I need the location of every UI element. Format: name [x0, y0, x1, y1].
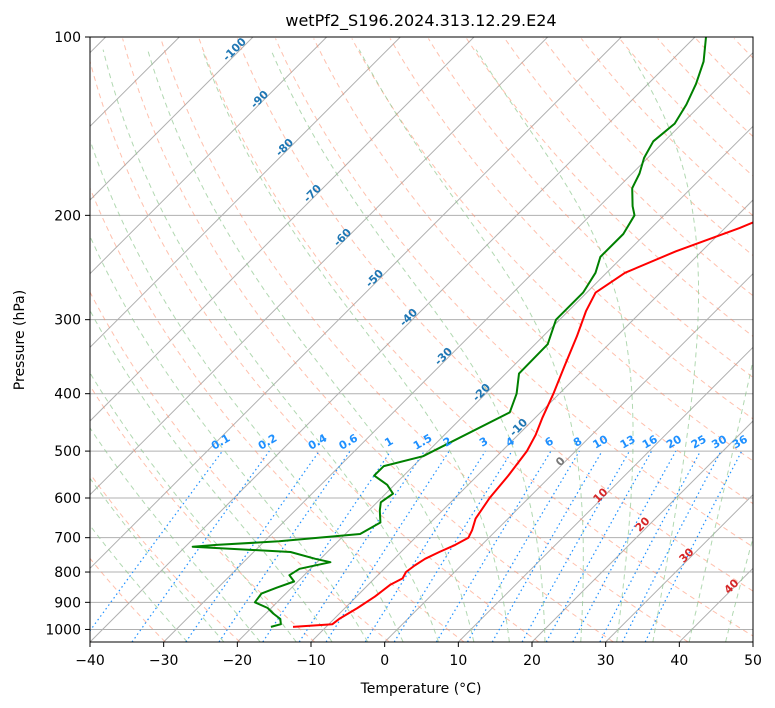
mixing-ratio-line	[185, 450, 320, 642]
moist-adiabat-line	[201, 49, 510, 642]
isotherm-line	[531, 420, 753, 642]
mixing-ratio-line	[466, 450, 580, 642]
isotherm-line	[457, 346, 753, 642]
x-tick-label: 0	[380, 653, 389, 669]
plot-background	[90, 37, 753, 642]
y-tick-label: 700	[54, 531, 81, 547]
x-tick-label: −20	[223, 653, 253, 669]
moist-adiabat-line	[90, 371, 297, 642]
plot-area	[90, 37, 775, 642]
chart-title: wetPf2_S196.2024.313.12.29.E24	[285, 11, 556, 31]
isotherm-line	[90, 37, 622, 570]
plot-frame	[89, 36, 754, 643]
y-tick-label: 100	[54, 30, 81, 46]
dry-adiabat-line	[90, 384, 316, 642]
isotherm-line	[90, 37, 254, 201]
moist-adiabat-line	[90, 138, 404, 642]
temperature-profile-line	[292, 221, 753, 628]
x-tick-label: 40	[670, 653, 688, 669]
dry-adiabat-line	[580, 38, 753, 217]
dry-adiabat-line	[90, 291, 390, 642]
dry-adiabat-line	[466, 38, 753, 338]
isotherm-line	[752, 641, 753, 642]
dry-adiabat-line	[90, 472, 241, 642]
y-tick-label: 400	[54, 387, 81, 403]
x-tick-label: 10	[449, 653, 467, 669]
dry-adiabat-line	[122, 38, 614, 642]
isotherm-line	[605, 493, 753, 642]
mixing-ratio-line	[572, 450, 677, 642]
isotherm-line	[90, 37, 328, 275]
mixing-ratio-line	[364, 450, 486, 642]
x-tick-label: 30	[597, 653, 615, 669]
y-axis-label: Pressure (hPa)	[12, 290, 28, 390]
x-axis-label: Temperature (°C)	[360, 681, 482, 697]
moist-adiabat-line	[688, 358, 753, 642]
isotherm-line	[90, 37, 401, 349]
isotherm-line	[90, 37, 549, 496]
mixing-ratio-line	[298, 450, 425, 642]
axes: −40 −30 −20 −10 0 10 20 30 40 50 100 200 300 400 500 60…	[45, 30, 762, 669]
mixing-ratio-line	[393, 450, 513, 642]
isotherm-line	[310, 199, 753, 642]
dry-adiabat-line	[160, 38, 689, 642]
dry-adiabat-line	[504, 38, 753, 297]
y-tick-label: 300	[54, 313, 81, 329]
isotherm-line	[236, 125, 753, 642]
isotherm-line	[90, 37, 696, 642]
mixing-ratio-line	[435, 450, 552, 642]
moist-adiabat-line	[90, 235, 369, 642]
y-tick-label: 500	[54, 444, 81, 460]
dry-adiabat-line	[313, 38, 753, 505]
dry-adiabat-line	[619, 38, 753, 177]
moist-adiabat-line	[475, 49, 634, 642]
y-tick-label: 200	[54, 208, 81, 224]
y-tick-label: 600	[54, 491, 81, 507]
moist-adiabat-line	[358, 49, 584, 642]
isotherm-line	[384, 272, 753, 642]
moist-adiabat-line	[270, 49, 546, 642]
dewpoint-profile-line	[191, 37, 707, 628]
moist-adiabat-line	[102, 49, 439, 642]
x-tick-label: 20	[523, 653, 541, 669]
mixing-ratio-line	[599, 450, 702, 642]
dry-adiabat-line	[198, 38, 753, 637]
x-tick-label: −40	[75, 653, 105, 669]
moist-adiabat-line	[90, 524, 188, 642]
dry-adiabat-line	[90, 59, 540, 642]
x-tick-label: 50	[744, 653, 762, 669]
mixing-ratio-line	[218, 450, 351, 642]
moist-adiabat-line	[627, 49, 699, 642]
y-tick-label: 1000	[45, 622, 81, 638]
isotherm-line	[90, 37, 475, 422]
x-tick-label: −30	[149, 653, 179, 669]
moist-adiabat-line	[762, 50, 775, 642]
y-tick-label: 800	[54, 565, 81, 581]
dry-adiabat-line	[542, 38, 753, 257]
y-tick-label: 900	[54, 595, 81, 611]
moist-adiabat-line	[90, 427, 261, 642]
dry-adiabat-line	[351, 38, 753, 462]
moist-adiabat-line	[90, 477, 225, 642]
x-tick-label: −10	[296, 653, 326, 669]
